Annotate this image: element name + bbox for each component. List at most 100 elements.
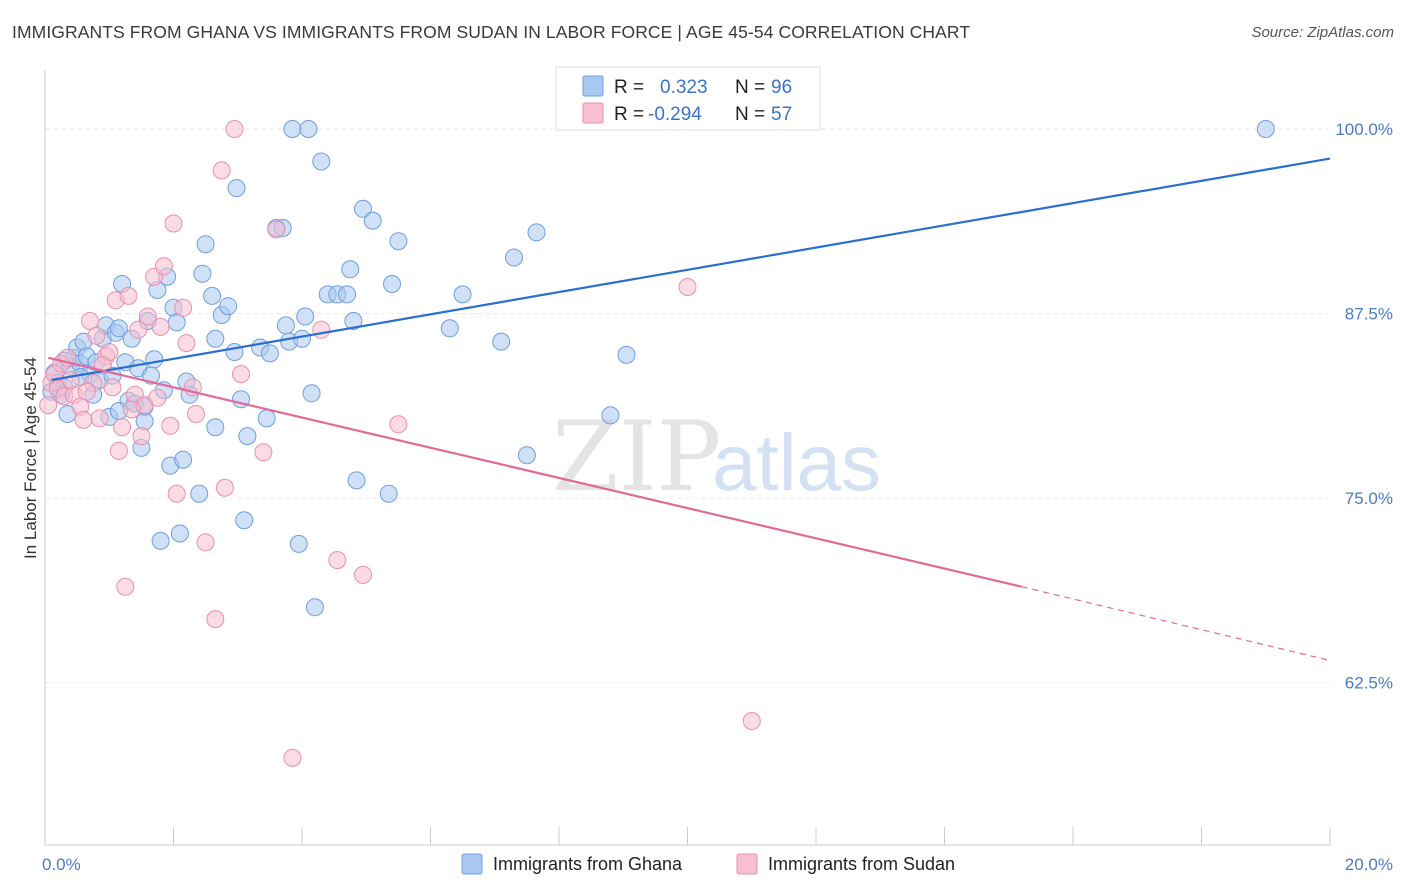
trend-lines: [47, 157, 1331, 662]
point-1-34: [174, 298, 193, 317]
point-0-34: [151, 531, 170, 550]
legend-top: R = 0.323 N = 96 R = -0.294 N = 57: [555, 66, 821, 131]
point-0-80: [389, 232, 408, 251]
point-0-88: [617, 345, 636, 364]
point-1-37: [187, 405, 205, 423]
point-0-79: [383, 275, 401, 293]
point-1-13: [90, 409, 109, 428]
point-1-9: [74, 410, 93, 429]
point-1-48: [328, 551, 347, 570]
point-0-48: [206, 329, 225, 348]
point-1-51: [678, 278, 697, 296]
point-1-32: [164, 214, 183, 233]
watermark-zip: ZIP: [552, 401, 721, 513]
point-1-47: [312, 320, 331, 339]
point-0-47: [203, 286, 222, 305]
point-0-44: [190, 484, 209, 503]
point-1-28: [148, 388, 167, 407]
point-0-57: [260, 344, 279, 363]
point-0-62: [283, 120, 302, 138]
point-1-23: [129, 320, 148, 339]
point-1-21: [119, 286, 138, 305]
trend-line-dashed-1: [1021, 586, 1331, 662]
point-1-38: [196, 533, 215, 552]
point-0-69: [312, 152, 331, 171]
point-1-39: [206, 610, 225, 629]
point-1-16: [103, 378, 122, 397]
x-tick-label-0: 0.0%: [42, 855, 81, 874]
point-1-45: [267, 220, 286, 239]
point-0-52: [227, 179, 246, 198]
point-0-21: [109, 319, 128, 338]
point-0-74: [344, 312, 363, 330]
y-tick-label-2: 75.0%: [1345, 489, 1393, 508]
source-label: Source: ZipAtlas.com: [1251, 24, 1394, 41]
point-1-40: [212, 161, 231, 180]
point-1-42: [225, 120, 244, 138]
legend-r-value-ghana: 0.323: [660, 77, 708, 98]
legend-n-value-sudan: 57: [771, 104, 792, 125]
point-0-76: [354, 199, 372, 218]
point-0-60: [276, 316, 295, 335]
point-0-55: [238, 427, 257, 446]
point-0-94: [257, 409, 276, 428]
point-1-35: [177, 334, 196, 353]
point-0-51: [225, 343, 244, 361]
legend-bottom-swatch-sudan: [736, 853, 758, 875]
point-1-29: [151, 317, 170, 336]
point-0-85: [517, 446, 536, 465]
point-0-32: [145, 350, 164, 369]
point-0-86: [527, 223, 546, 242]
point-1-24: [132, 427, 151, 446]
point-1-20: [116, 577, 135, 596]
point-0-77: [363, 211, 382, 230]
point-1-19: [113, 418, 132, 437]
legend-n-label-sudan: N =: [735, 104, 765, 125]
point-0-75: [347, 471, 366, 490]
legend-n-value-ghana: 96: [771, 77, 792, 98]
axes: [44, 70, 1331, 846]
point-1-56: [77, 382, 96, 401]
point-1-30: [154, 257, 173, 276]
legend-n-label-ghana: N =: [735, 77, 765, 98]
point-0-40: [170, 524, 189, 543]
legend-r-value-sudan: -0.294: [648, 104, 702, 125]
point-0-73: [341, 260, 360, 279]
legend-bottom-label-ghana: Immigrants from Ghana: [493, 854, 683, 874]
point-1-0: [39, 396, 58, 415]
trend-line-0: [51, 157, 1331, 382]
y-tick-label-3: 62.5%: [1345, 674, 1393, 693]
point-0-66: [299, 120, 318, 138]
legend-r-label-sudan: R =: [614, 104, 644, 125]
point-0-63: [289, 534, 308, 553]
point-0-83: [492, 332, 511, 351]
y-axis-label: In Labor Force | Age 45-54: [21, 357, 40, 559]
series-0: [42, 120, 1275, 617]
legend-bottom: Immigrants from Ghana Immigrants from Su…: [461, 853, 955, 875]
point-0-65: [296, 307, 315, 326]
point-0-93: [206, 418, 225, 437]
point-1-49: [354, 565, 372, 584]
point-1-18: [109, 441, 128, 460]
point-0-50: [219, 297, 238, 316]
legend-bottom-label-sudan: Immigrants from Sudan: [768, 854, 955, 874]
point-0-54: [235, 511, 254, 530]
point-1-44: [254, 443, 273, 462]
legend-swatch-sudan: [582, 102, 604, 124]
watermark: ZIP atlas: [552, 401, 881, 513]
point-1-41: [215, 478, 234, 497]
legend-bottom-swatch-ghana: [461, 853, 483, 875]
point-0-84: [505, 248, 523, 267]
point-0-41: [174, 450, 193, 469]
y-tick-labels: 100.0% 87.5% 75.0% 62.5%: [1335, 120, 1393, 693]
point-1-55: [122, 400, 141, 419]
point-0-46: [196, 235, 215, 254]
series-1: [39, 120, 761, 767]
point-0-89: [1256, 120, 1275, 138]
point-1-31: [161, 416, 180, 435]
legend-r-label-ghana: R =: [614, 77, 644, 98]
x-tick-labels: 0.0% 20.0%: [42, 855, 1393, 874]
point-1-52: [742, 712, 761, 730]
point-0-78: [379, 484, 398, 503]
